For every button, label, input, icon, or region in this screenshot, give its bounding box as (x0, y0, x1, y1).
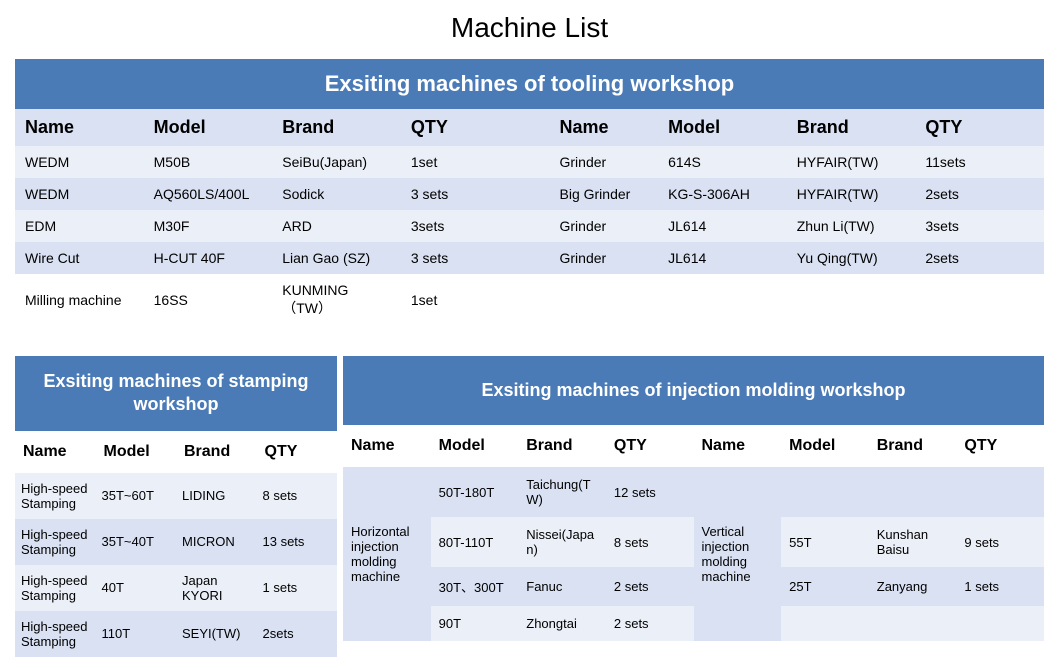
stamping-title: Exsiting machines of stamping workshop (15, 356, 337, 431)
table-row: High-speed Stamping35T~40TMICRON13 sets (15, 519, 337, 565)
col-qty: QTY (257, 431, 338, 473)
left-span-cell: Horizontal injection molding machine (343, 467, 431, 641)
table-row: High-speed Stamping110TSEYI(TW)2sets (15, 611, 337, 657)
col-brand: Brand (176, 431, 257, 473)
col-name: Name (15, 431, 96, 473)
table-row: High-speed Stamping35T~60TLIDING8 sets (15, 473, 337, 519)
col-model2: Model (781, 425, 869, 467)
col-qty: QTY (606, 425, 694, 467)
table-row: High-speed Stamping40TJapan KYORI1 sets (15, 565, 337, 611)
col-qty2: QTY (915, 109, 1044, 146)
col-qty2: QTY (956, 425, 1044, 467)
injection-table: Exsiting machines of injection molding w… (343, 356, 1044, 641)
injection-title: Exsiting machines of injection molding w… (343, 356, 1044, 425)
col-model: Model (144, 109, 273, 146)
col-brand2: Brand (787, 109, 916, 146)
col-model: Model (96, 431, 177, 473)
col-model: Model (431, 425, 519, 467)
col-qty: QTY (401, 109, 530, 146)
table-row: WEDMAQ560LS/400LSodick3 setsBig GrinderK… (15, 178, 1044, 210)
col-brand: Brand (272, 109, 401, 146)
tooling-title: Exsiting machines of tooling workshop (15, 59, 1044, 109)
page-title: Machine List (15, 12, 1044, 44)
table-row: WEDMM50BSeiBu(Japan)1setGrinder614SHYFAI… (15, 146, 1044, 178)
table-row: Horizontal injection molding machine 50T… (343, 467, 1044, 517)
stamping-table: Exsiting machines of stamping workshop N… (15, 356, 337, 657)
table-row: Milling machine16SSKUNMING （TW）1set (15, 274, 1044, 326)
col-name: Name (15, 109, 144, 146)
col-model2: Model (658, 109, 787, 146)
table-row: Wire CutH-CUT 40FLian Gao (SZ)3 setsGrin… (15, 242, 1044, 274)
col-name2: Name (530, 109, 659, 146)
right-span-cell: Vertical injection molding machine (694, 467, 782, 641)
tooling-table: Exsiting machines of tooling workshop Na… (15, 59, 1044, 326)
col-brand: Brand (518, 425, 606, 467)
col-name2: Name (694, 425, 782, 467)
col-name: Name (343, 425, 431, 467)
table-row: EDMM30FARD3setsGrinderJL614Zhun Li(TW)3s… (15, 210, 1044, 242)
col-brand2: Brand (869, 425, 957, 467)
